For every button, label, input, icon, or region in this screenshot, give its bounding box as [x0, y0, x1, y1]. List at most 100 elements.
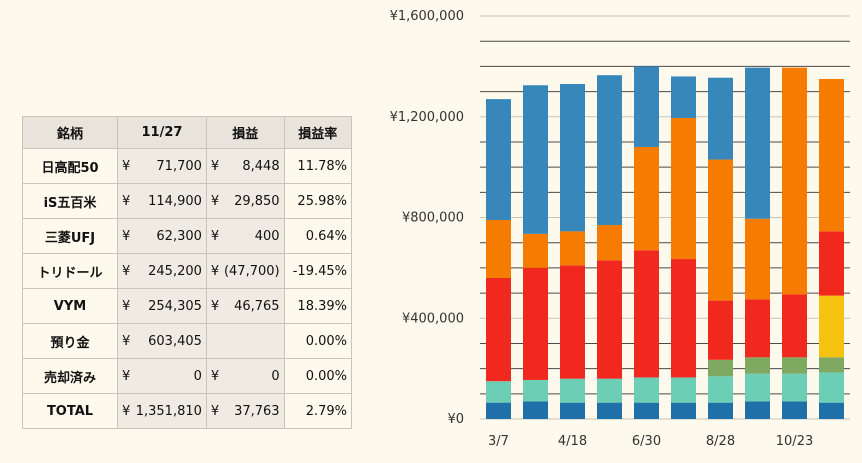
- value-amount: 71,700: [156, 158, 202, 174]
- row-value: ¥0: [117, 358, 207, 394]
- bar-segment: [708, 300, 733, 360]
- portfolio-table: 銘柄 11/27 損益 損益率 日高配50 ¥71,700 ¥8,448 11.78%…: [22, 116, 353, 429]
- bar-segment: [634, 146, 659, 251]
- bar-segment: [671, 402, 696, 419]
- currency-symbol: ¥: [210, 368, 220, 384]
- bar-segment: [745, 357, 770, 374]
- bar-segment: [486, 277, 511, 382]
- row-pl: ¥29,850: [205, 183, 285, 219]
- row-name: 三菱UFJ: [22, 218, 118, 254]
- bar-segment: [634, 377, 659, 403]
- currency-symbol: ¥: [122, 333, 131, 349]
- currency-symbol: ¥: [210, 298, 220, 314]
- header-name: 銘柄: [22, 116, 118, 149]
- stacked-bar-chart: ¥0 ¥400,000 ¥800,000 ¥1,200,000 ¥1,600,000 3…: [390, 9, 850, 449]
- bar-segment: [597, 260, 622, 379]
- bar-segment: [745, 373, 770, 402]
- bar-segment: [819, 78, 844, 232]
- value-amount: 603,405: [148, 333, 202, 349]
- x-tick-label: 6/30: [632, 434, 661, 449]
- currency-symbol: ¥: [210, 193, 220, 209]
- bar-segment: [782, 357, 807, 374]
- bar-segment: [819, 357, 844, 373]
- bar-segment: [782, 294, 807, 358]
- table-row: VYM ¥254,305 ¥46,765 18.39%: [22, 288, 353, 324]
- y-tick-label: ¥800,000: [402, 211, 464, 226]
- table-row: 売却済み ¥0 ¥0 0.00%: [22, 358, 353, 394]
- row-value: ¥254,305: [117, 288, 207, 324]
- currency-symbol: ¥: [210, 158, 220, 174]
- pl-amount: 29,850: [234, 193, 280, 209]
- currency-symbol: ¥: [210, 263, 220, 279]
- bar-segment: [708, 77, 733, 160]
- row-name: 日高配50: [22, 148, 118, 184]
- currency-symbol: ¥: [122, 193, 131, 209]
- y-tick-label: ¥0: [447, 412, 464, 427]
- x-tick-label: 8/28: [706, 434, 735, 449]
- row-value: ¥114,900: [117, 183, 207, 219]
- pl-amount: 37,763: [234, 403, 280, 419]
- bar-segment: [782, 401, 807, 419]
- bar-segment: [819, 372, 844, 403]
- bar-segment: [523, 85, 548, 234]
- bar-segment: [819, 231, 844, 296]
- table-row: TOTAL ¥1,351,810 ¥37,763 2.79%: [22, 393, 353, 429]
- bar-segment: [782, 373, 807, 402]
- row-rate: 18.39%: [283, 288, 353, 324]
- currency-symbol: ¥: [122, 263, 131, 279]
- currency-symbol: ¥: [122, 298, 131, 314]
- currency-symbol: ¥: [122, 403, 131, 419]
- bar-segment: [523, 267, 548, 380]
- row-name: トリドール: [22, 253, 118, 289]
- row-rate: 25.98%: [283, 183, 353, 219]
- bar-segment: [634, 402, 659, 419]
- table-row: 預り金 ¥603,405 0.00%: [22, 323, 353, 359]
- bar-segment: [745, 401, 770, 419]
- bar-segment: [560, 231, 585, 266]
- row-name: 預り金: [22, 323, 118, 359]
- bar-segment: [560, 265, 585, 379]
- table-row: トリドール ¥245,200 ¥ (47,700) -19.45%: [22, 253, 353, 289]
- row-pl: [205, 323, 285, 359]
- x-tick-label: 10/23: [776, 434, 813, 449]
- bar-segment: [819, 402, 844, 419]
- value-amount: 62,300: [156, 228, 202, 244]
- bar-segment: [708, 376, 733, 403]
- value-amount: 254,305: [148, 298, 202, 314]
- bar-segment: [560, 84, 585, 232]
- row-value: ¥245,200: [117, 253, 207, 289]
- header-rate: 損益率: [283, 116, 353, 149]
- row-value: ¥71,700: [117, 148, 207, 184]
- pl-amount: (47,700): [223, 263, 280, 279]
- bar-segment: [708, 159, 733, 301]
- value-amount: 245,200: [148, 263, 202, 279]
- y-tick-label: ¥1,200,000: [390, 110, 464, 125]
- pl-amount: 8,448: [242, 158, 280, 174]
- bar-segment: [745, 67, 770, 219]
- pl-amount: 400: [254, 228, 280, 244]
- row-pl: ¥0: [205, 358, 285, 394]
- row-rate: -19.45%: [283, 253, 353, 289]
- currency-symbol: ¥: [122, 368, 131, 384]
- value-amount: 114,900: [148, 193, 202, 209]
- bar-segment: [560, 402, 585, 419]
- row-value: ¥62,300: [117, 218, 207, 254]
- row-name: VYM: [22, 288, 118, 324]
- bar-segment: [745, 299, 770, 358]
- bar-segment: [819, 295, 844, 358]
- bar-segment: [782, 67, 807, 295]
- bar-segment: [634, 250, 659, 378]
- y-tick-label: ¥1,600,000: [390, 9, 464, 24]
- row-rate: 2.79%: [283, 393, 353, 429]
- bar-segment: [523, 401, 548, 419]
- bar-segment: [597, 225, 622, 261]
- row-rate: 0.00%: [283, 323, 353, 359]
- row-value: ¥1,351,810: [117, 393, 207, 429]
- bar-segment: [597, 402, 622, 419]
- bar-segment: [671, 377, 696, 403]
- bar-segment: [486, 402, 511, 419]
- pl-amount: 46,765: [234, 298, 280, 314]
- currency-symbol: ¥: [122, 158, 131, 174]
- table-row: iS五百米 ¥114,900 ¥29,850 25.98%: [22, 183, 353, 219]
- row-rate: 0.00%: [283, 358, 353, 394]
